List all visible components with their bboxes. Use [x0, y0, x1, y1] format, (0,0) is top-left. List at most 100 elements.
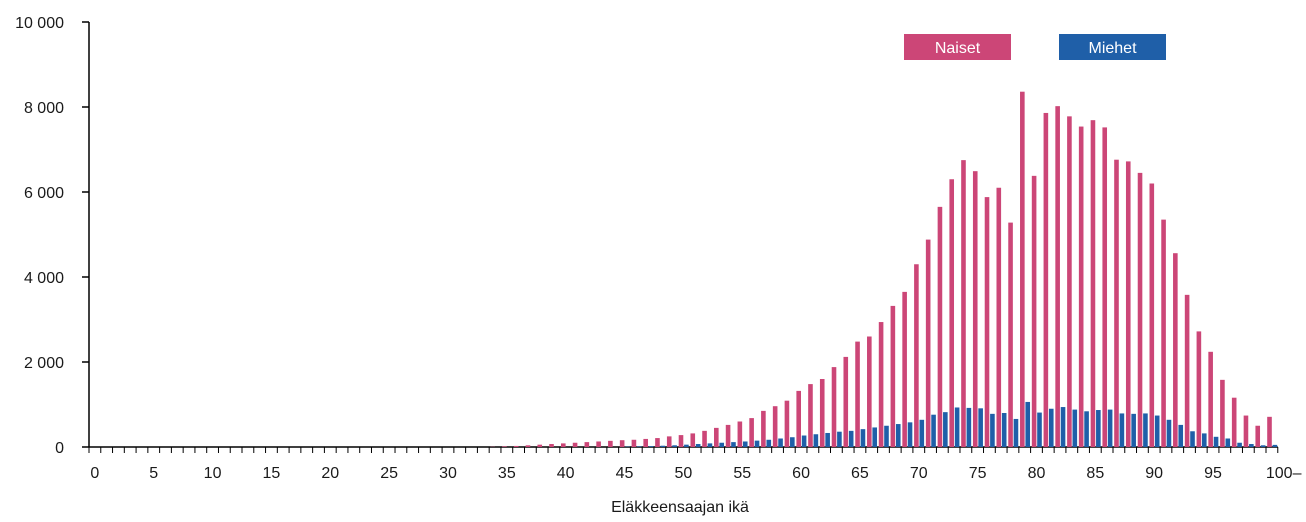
- bar-naiset-39: [549, 444, 554, 447]
- legend: Naiset Miehet: [904, 34, 1166, 60]
- x-tick-label: 55: [733, 465, 751, 482]
- bar-naiset-48: [655, 438, 660, 447]
- bar-miehet-62: [825, 432, 830, 447]
- x-axis-title: Eläkkeensaajan ikä: [611, 499, 749, 516]
- bar-naiset-75: [972, 171, 978, 448]
- bar-miehet-92: [1178, 424, 1184, 447]
- x-tick-label: 70: [910, 465, 928, 482]
- bar-naiset-56: [749, 418, 754, 447]
- x-tick-label: 80: [1028, 465, 1046, 482]
- y-tick-label: 8 000: [24, 100, 64, 117]
- bar-naiset-100: [1267, 416, 1272, 447]
- bar-miehet-79: [1025, 401, 1031, 447]
- bar-naiset-68: [890, 305, 896, 447]
- bar-naiset-91: [1161, 219, 1166, 447]
- legend-swatch-naiset: [904, 34, 1011, 60]
- bar-miehet-100: [1272, 444, 1278, 448]
- x-tick-label: 20: [321, 465, 339, 482]
- bar-miehet-99: [1260, 445, 1266, 447]
- x-tick-label: 60: [792, 465, 810, 482]
- bar-miehet-60: [801, 435, 807, 447]
- bar-miehet-59: [790, 437, 795, 447]
- x-tick-label: 5: [149, 465, 158, 482]
- bar-miehet-68: [895, 424, 901, 447]
- bar-miehet-76: [990, 413, 995, 447]
- bar-miehet-82: [1060, 407, 1066, 447]
- bar-naiset-35: [502, 446, 507, 447]
- bar-naiset-82: [1055, 106, 1060, 448]
- bar-miehet-75: [978, 408, 983, 447]
- bar-naiset-64: [843, 356, 849, 447]
- x-tick-label: 90: [1145, 465, 1163, 482]
- bar-naiset-42: [584, 442, 590, 447]
- bar-naiset-67: [878, 322, 884, 447]
- bar-miehet-87: [1119, 413, 1125, 447]
- bar-naiset-53: [714, 427, 719, 448]
- bar-miehet-86: [1107, 409, 1113, 447]
- bar-miehet-69: [907, 422, 913, 447]
- bar-miehet-50: [684, 444, 689, 447]
- bar-miehet-80: [1037, 412, 1042, 447]
- bar-naiset-51: [690, 433, 696, 447]
- bar-miehet-94: [1201, 433, 1207, 447]
- bar-naiset-46: [631, 439, 637, 447]
- bar-naiset-84: [1078, 126, 1084, 448]
- bar-miehet-90: [1154, 415, 1160, 447]
- bar-miehet-53: [719, 442, 725, 447]
- bar-naiset-62: [819, 379, 825, 447]
- y-tick-label: 2 000: [24, 355, 64, 372]
- bar-miehet-97: [1237, 442, 1242, 447]
- bar-naiset-76: [984, 197, 990, 447]
- y-axis: 0 2 000 4 000 6 000 8 000 10 000: [15, 15, 90, 457]
- x-tick-label: 25: [380, 465, 398, 482]
- bar-miehet-85: [1096, 410, 1101, 447]
- bar-naiset-71: [925, 239, 931, 447]
- x-tick-label: 65: [851, 465, 869, 482]
- y-tick-label: 6 000: [24, 185, 64, 202]
- bar-miehet-65: [860, 429, 866, 447]
- bar-miehet-70: [919, 419, 925, 447]
- bar-miehet-57: [766, 439, 772, 447]
- bar-naiset-99: [1255, 425, 1261, 447]
- bar-naiset-63: [831, 367, 837, 447]
- bar-naiset-79: [1020, 91, 1025, 447]
- bar-miehet-63: [837, 431, 842, 447]
- bar-naiset-50: [678, 435, 684, 447]
- bar-miehet-83: [1072, 409, 1078, 447]
- bar-miehet-49: [672, 445, 677, 447]
- bar-naiset-83: [1067, 116, 1072, 447]
- bar-miehet-55: [742, 441, 748, 447]
- bar-naiset-85: [1090, 120, 1096, 448]
- x-tick-label: 50: [674, 465, 692, 482]
- bar-naiset-69: [902, 291, 907, 448]
- bar-miehet-66: [872, 427, 878, 447]
- bar-miehet-91: [1166, 419, 1172, 447]
- bar-miehet-88: [1131, 413, 1136, 447]
- bar-naiset-74: [961, 160, 966, 448]
- bar-naiset-98: [1243, 415, 1249, 447]
- bar-naiset-81: [1043, 112, 1049, 447]
- bar-naiset-92: [1173, 253, 1178, 447]
- bar-naiset-44: [608, 440, 613, 447]
- bar-miehet-95: [1213, 436, 1219, 447]
- x-tick-label: 35: [498, 465, 516, 482]
- bar-miehet-71: [931, 414, 936, 447]
- bar-naiset-60: [796, 390, 801, 447]
- bar-naiset-49: [666, 436, 672, 448]
- x-tick-label: 10: [204, 465, 222, 482]
- bar-naiset-90: [1149, 183, 1155, 447]
- bar-naiset-93: [1184, 294, 1190, 447]
- bar-naiset-65: [855, 341, 860, 447]
- bar-miehet-89: [1143, 413, 1148, 447]
- bar-naiset-94: [1196, 331, 1202, 447]
- bar-naiset-40: [561, 443, 566, 447]
- x-tick-label: 100–: [1266, 465, 1302, 482]
- bar-naiset-80: [1031, 175, 1037, 447]
- bar-naiset-47: [643, 438, 648, 447]
- x-tick-label: 75: [969, 465, 987, 482]
- x-tick-label: 45: [616, 465, 634, 482]
- bar-naiset-66: [867, 336, 872, 447]
- legend-swatch-miehet: [1059, 34, 1166, 60]
- bar-naiset-77: [996, 187, 1002, 447]
